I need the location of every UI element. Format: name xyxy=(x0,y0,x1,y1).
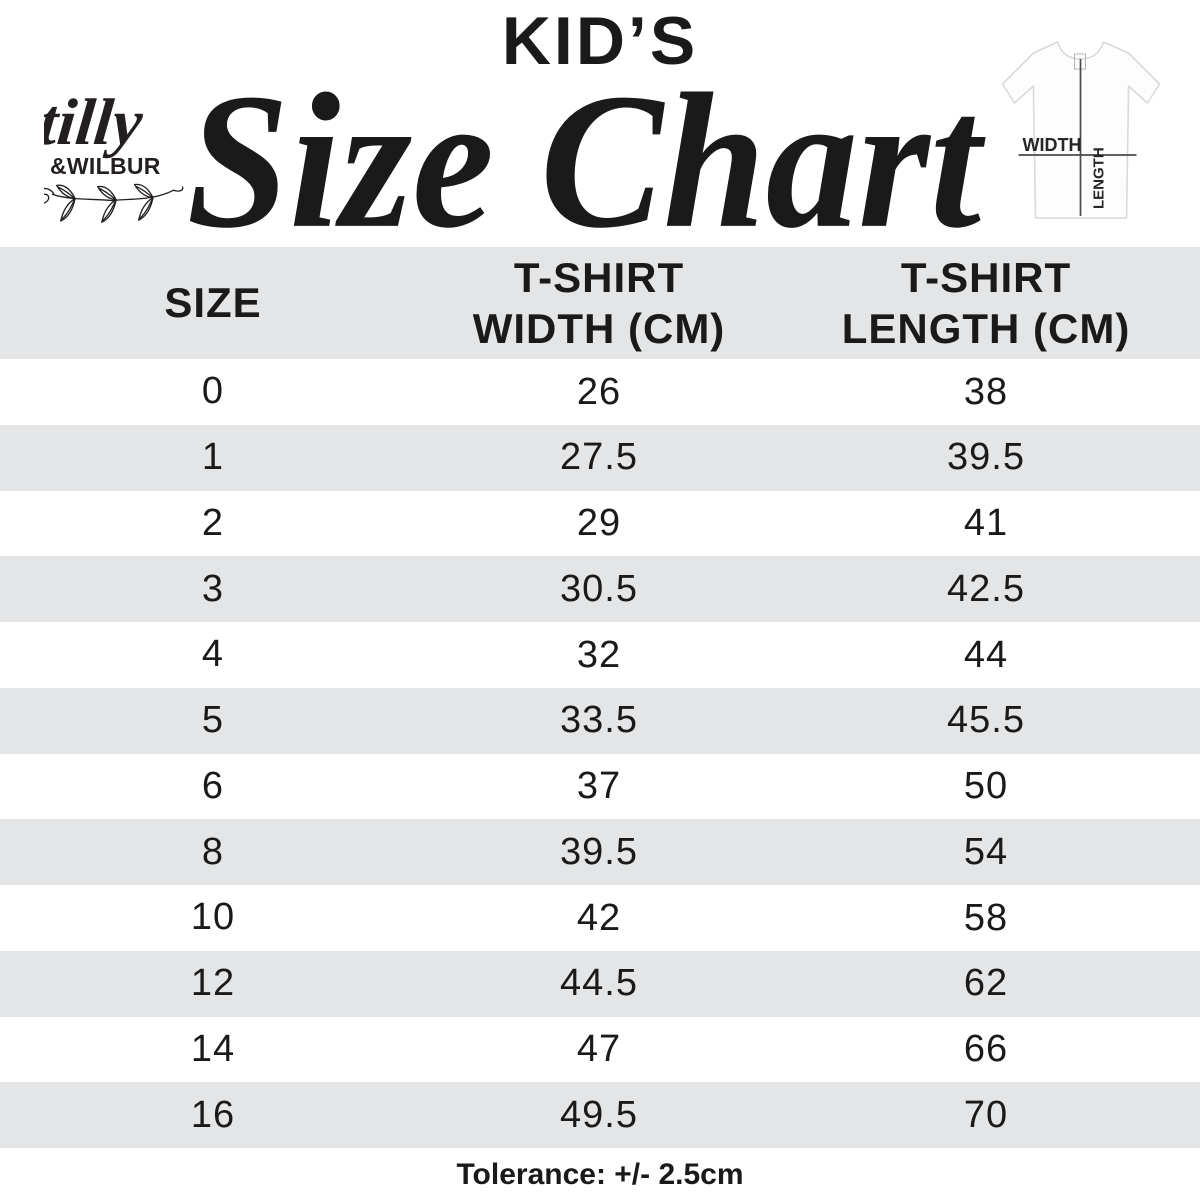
svg-text:LENGTH: LENGTH xyxy=(1091,147,1108,209)
svg-text:WIDTH: WIDTH xyxy=(1023,135,1082,155)
